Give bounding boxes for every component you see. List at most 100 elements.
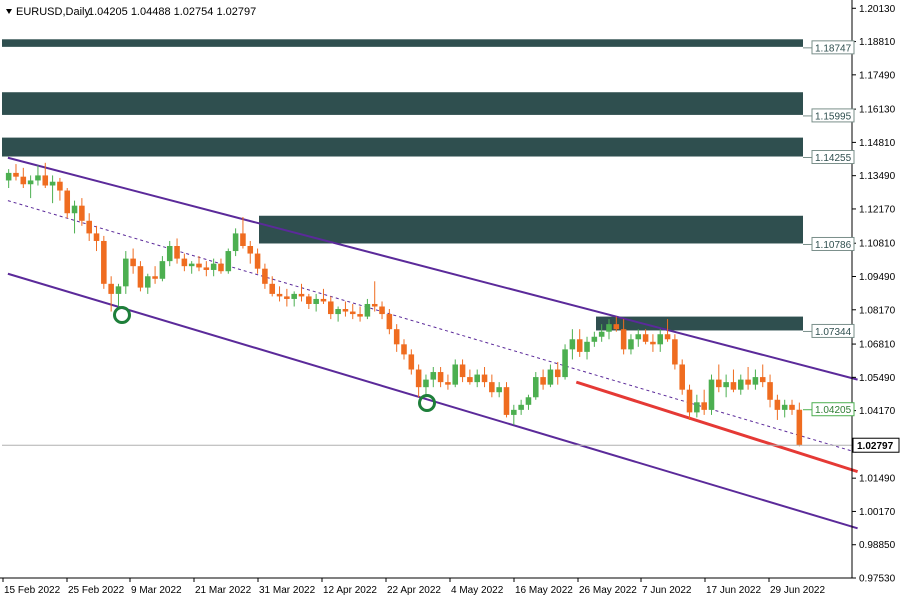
candle-body — [415, 369, 422, 388]
candle-body — [767, 382, 773, 400]
candle-body — [511, 409, 517, 415]
candle-body — [730, 382, 737, 390]
candle — [254, 248, 261, 274]
last-price-tag — [852, 437, 900, 453]
candle-body — [357, 314, 363, 317]
candle — [532, 372, 539, 400]
candle-body — [401, 344, 407, 355]
candle-body — [144, 276, 151, 288]
candle — [27, 175, 34, 199]
candle-body — [196, 263, 202, 268]
candle-body — [27, 180, 34, 185]
candle-body — [664, 334, 671, 340]
candle-body — [298, 293, 305, 297]
resistance-zone — [259, 215, 803, 244]
candle — [730, 369, 737, 393]
candle-body — [42, 175, 49, 186]
time-tick-label: 15 Feb 2022 — [4, 585, 61, 596]
candle-body — [13, 172, 19, 177]
candle-body — [613, 324, 620, 330]
candle-body — [181, 258, 188, 267]
candle — [5, 169, 12, 189]
candle-body — [554, 369, 561, 378]
candle-body — [35, 175, 41, 181]
candle — [569, 329, 576, 360]
candle-body — [686, 389, 693, 413]
candle — [759, 364, 766, 388]
candle — [269, 276, 276, 297]
candle — [576, 329, 583, 357]
candle — [371, 281, 378, 312]
candle-body — [723, 382, 729, 388]
candle — [49, 175, 56, 204]
price-tick-label: 1.01490 — [859, 474, 896, 485]
candle — [664, 319, 671, 342]
candle-body — [188, 263, 195, 267]
candle-body — [642, 334, 649, 342]
candle — [606, 319, 612, 340]
price-tick-label: 1.05490 — [859, 373, 896, 384]
candle — [349, 303, 356, 320]
resistance-zone — [596, 316, 803, 331]
ohlc-values: 1.04205 1.04488 1.02754 1.02797 — [88, 6, 256, 18]
triangle-down-icon[interactable] — [6, 9, 12, 14]
candle — [196, 256, 202, 272]
candle — [562, 344, 568, 380]
candle — [467, 369, 473, 385]
candle — [108, 276, 114, 312]
candle-body — [57, 181, 63, 191]
candle-body — [101, 240, 107, 284]
candle-body — [459, 364, 466, 378]
candle-body — [174, 246, 180, 259]
candle-body — [342, 309, 349, 312]
candle — [42, 162, 49, 189]
price-tick-label: 1.14810 — [859, 138, 896, 149]
candle — [496, 382, 502, 398]
resistance-zone — [2, 92, 803, 115]
candle-body — [708, 379, 715, 410]
time-tick-label: 16 May 2022 — [515, 585, 573, 596]
candle-body — [423, 379, 429, 388]
candle — [408, 349, 415, 375]
time-tick-label: 9 Mar 2022 — [131, 585, 182, 596]
candle — [737, 374, 744, 395]
candle — [672, 334, 678, 370]
candle — [642, 329, 649, 345]
zone-price-label: 1.15995 — [815, 111, 852, 122]
channel-mid-line — [7, 200, 858, 454]
candle — [386, 309, 393, 335]
candle — [71, 200, 78, 234]
candle-body — [218, 263, 224, 272]
candle-body — [430, 372, 437, 380]
candle-body — [254, 253, 261, 269]
price-tick-label: 1.18810 — [859, 37, 896, 48]
chart-header: EURUSD,Daily 1.04205 1.04488 1.02754 1.0… — [6, 6, 256, 18]
candle-body — [474, 374, 480, 383]
candle — [767, 374, 773, 408]
candle-body — [269, 283, 276, 294]
candle — [679, 359, 685, 395]
candle-body — [591, 336, 598, 342]
candle-body — [335, 309, 341, 315]
candle-body — [320, 298, 327, 302]
channel-upper-line — [7, 156, 858, 381]
candle — [137, 261, 144, 292]
time-tick-label: 29 Jun 2022 — [770, 585, 825, 596]
time-tick-label: 21 Mar 2022 — [195, 585, 252, 596]
markers-layer — [113, 306, 436, 412]
candle-body — [789, 404, 795, 410]
candle-body — [371, 303, 378, 307]
candle-body — [606, 324, 612, 332]
candle-body — [225, 251, 232, 272]
candle-body — [364, 303, 371, 317]
candle-body — [562, 349, 568, 378]
candle-body — [657, 334, 664, 345]
candle — [474, 369, 480, 388]
reversal-circle-marker — [113, 306, 131, 324]
candle-body — [232, 233, 239, 252]
candle — [540, 369, 546, 390]
time-tick-label: 31 Mar 2022 — [259, 585, 316, 596]
candle-body — [679, 364, 685, 390]
